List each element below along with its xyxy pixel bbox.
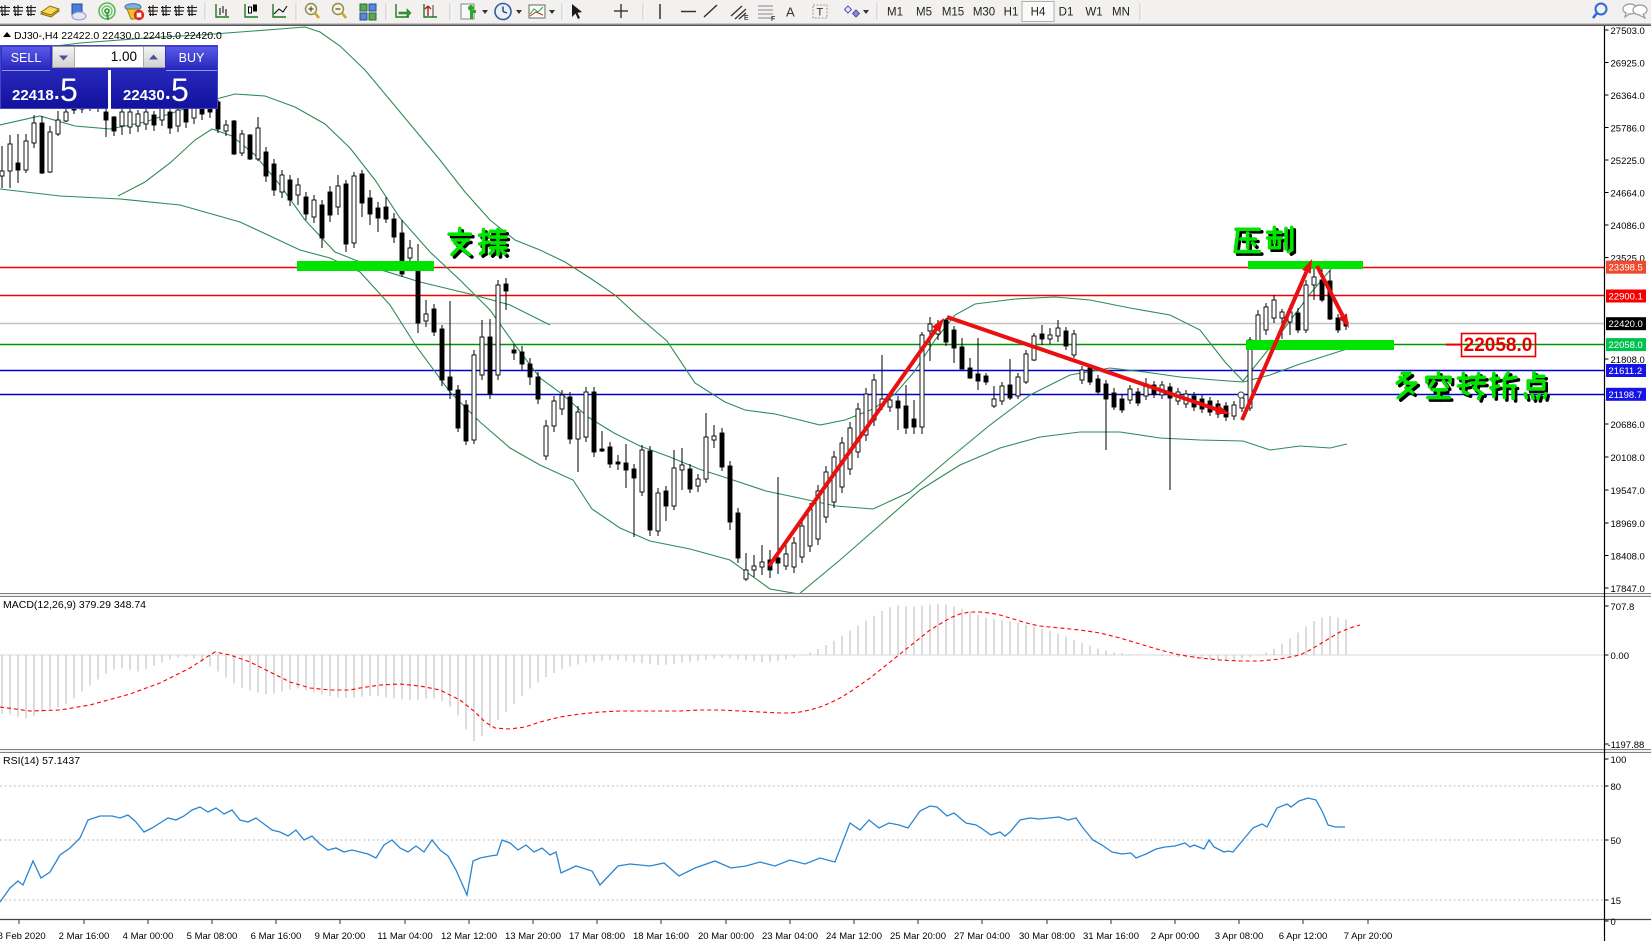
- svg-text:26925.0: 26925.0: [1611, 59, 1645, 70]
- svg-text:17847.0: 17847.0: [1611, 584, 1645, 595]
- svg-text:18969.0: 18969.0: [1611, 519, 1645, 530]
- svg-text:11 Mar 04:00: 11 Mar 04:00: [377, 931, 432, 942]
- svg-text:27503.0: 27503.0: [1611, 26, 1645, 37]
- svg-text:23 Mar 04:00: 23 Mar 04:00: [762, 931, 818, 942]
- svg-text:MN: MN: [1112, 7, 1130, 19]
- svg-text:6 Mar 16:00: 6 Mar 16:00: [251, 931, 302, 942]
- svg-text:21808.0: 21808.0: [1611, 355, 1645, 366]
- svg-text:RSI(14) 57.1437: RSI(14) 57.1437: [3, 755, 80, 767]
- svg-text:3 Apr 08:00: 3 Apr 08:00: [1215, 931, 1264, 942]
- svg-text:12 Mar 12:00: 12 Mar 12:00: [441, 931, 497, 942]
- svg-text:E: E: [744, 15, 749, 22]
- svg-text:27 Mar 04:00: 27 Mar 04:00: [954, 931, 1010, 942]
- svg-text:25786.0: 25786.0: [1611, 124, 1645, 135]
- svg-text:17 Mar 08:00: 17 Mar 08:00: [569, 931, 625, 942]
- svg-text:W1: W1: [1085, 7, 1102, 19]
- svg-text:MACD(12,26,9) 379.29 348.74: MACD(12,26,9) 379.29 348.74: [3, 599, 146, 611]
- svg-text:9 Mar 20:00: 9 Mar 20:00: [315, 931, 366, 942]
- svg-text:19547.0: 19547.0: [1611, 486, 1645, 497]
- svg-text:H4: H4: [1031, 7, 1046, 19]
- svg-text:18408.0: 18408.0: [1611, 552, 1645, 563]
- svg-text:21198.7: 21198.7: [1609, 390, 1643, 401]
- svg-text:F: F: [771, 16, 775, 23]
- svg-text:24664.0: 24664.0: [1611, 189, 1645, 200]
- svg-text:21611.2: 21611.2: [1609, 366, 1643, 377]
- svg-text:31 Mar 16:00: 31 Mar 16:00: [1083, 931, 1139, 942]
- svg-text:28 Feb 2020: 28 Feb 2020: [0, 931, 46, 942]
- svg-text:25 Mar 20:00: 25 Mar 20:00: [890, 931, 946, 942]
- svg-text:22900.1: 22900.1: [1609, 292, 1643, 303]
- svg-text:80: 80: [1611, 782, 1622, 793]
- svg-text:20686.0: 20686.0: [1611, 420, 1645, 431]
- svg-text:50: 50: [1611, 836, 1622, 847]
- svg-text:4 Mar 00:00: 4 Mar 00:00: [123, 931, 174, 942]
- svg-text:7 Apr 20:00: 7 Apr 20:00: [1344, 931, 1393, 942]
- svg-text:2 Apr 00:00: 2 Apr 00:00: [1151, 931, 1200, 942]
- svg-text:0.00: 0.00: [1611, 651, 1630, 662]
- svg-text:2 Mar 16:00: 2 Mar 16:00: [59, 931, 110, 942]
- svg-text:13 Mar 20:00: 13 Mar 20:00: [505, 931, 561, 942]
- svg-text:20108.0: 20108.0: [1611, 453, 1645, 464]
- svg-text:-1197.88: -1197.88: [1608, 740, 1645, 751]
- svg-text:23398.5: 23398.5: [1609, 263, 1643, 274]
- svg-text:20 Mar 00:00: 20 Mar 00:00: [698, 931, 754, 942]
- svg-text:M1: M1: [887, 7, 903, 19]
- svg-text:23525.0: 23525.0: [1611, 254, 1645, 265]
- svg-text:707.8: 707.8: [1611, 602, 1635, 613]
- svg-text:25225.0: 25225.0: [1611, 156, 1645, 167]
- svg-text:DJ30-,H4 22422.0 22430.0 2241: DJ30-,H4 22422.0 22430.0 22415.0 22420.0: [14, 30, 222, 42]
- svg-text:30 Mar 08:00: 30 Mar 08:00: [1019, 931, 1075, 942]
- svg-text:22058.0: 22058.0: [1609, 340, 1643, 351]
- svg-text:100: 100: [1611, 755, 1627, 766]
- svg-text:22420.0: 22420.0: [1609, 319, 1643, 330]
- svg-text:5 Mar 08:00: 5 Mar 08:00: [187, 931, 238, 942]
- svg-text:D1: D1: [1059, 7, 1074, 19]
- svg-text:24086.0: 24086.0: [1611, 221, 1645, 232]
- svg-text:24 Mar 12:00: 24 Mar 12:00: [826, 931, 882, 942]
- svg-text:22058.0: 22058.0: [1464, 335, 1533, 356]
- svg-text:26364.0: 26364.0: [1611, 91, 1645, 102]
- svg-text:15: 15: [1611, 896, 1622, 907]
- svg-text:T: T: [817, 7, 824, 19]
- svg-text:H1: H1: [1004, 7, 1019, 19]
- svg-text:M15: M15: [942, 7, 964, 19]
- svg-text:18 Mar 16:00: 18 Mar 16:00: [633, 931, 689, 942]
- svg-text:M5: M5: [916, 7, 932, 19]
- svg-text:M30: M30: [973, 7, 995, 19]
- svg-text:6 Apr 12:00: 6 Apr 12:00: [1279, 931, 1328, 942]
- svg-text:A: A: [786, 5, 795, 20]
- svg-text:0: 0: [1611, 917, 1616, 928]
